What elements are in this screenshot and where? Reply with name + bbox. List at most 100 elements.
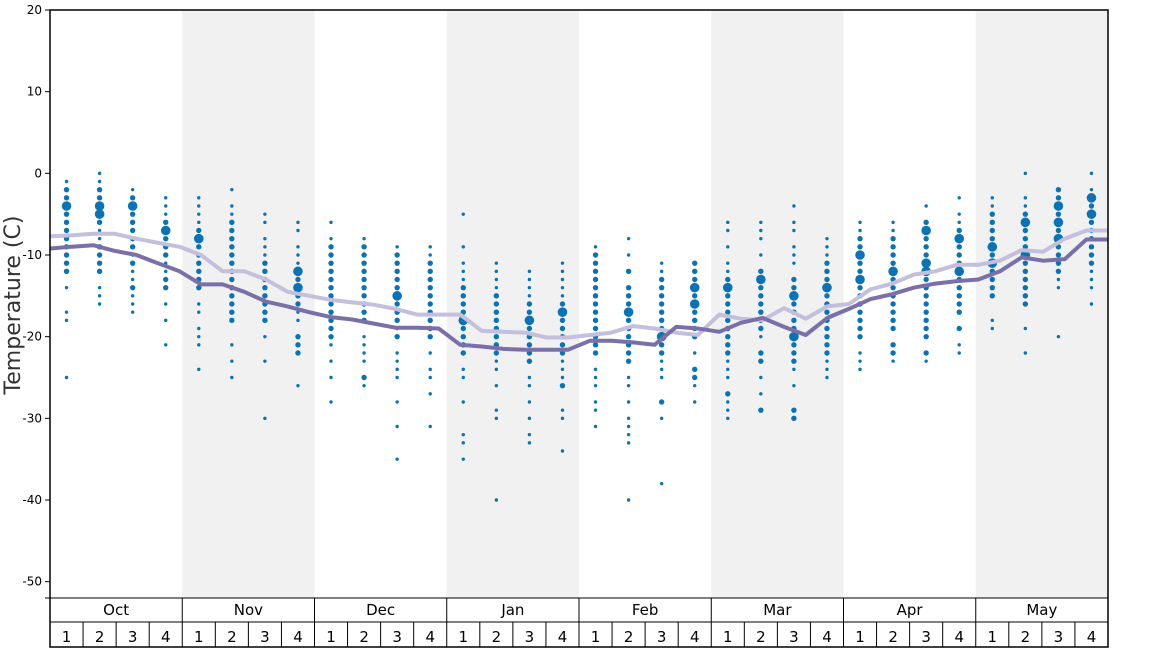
data-point xyxy=(791,276,797,283)
data-point xyxy=(923,219,929,226)
data-point xyxy=(427,276,433,283)
data-point xyxy=(625,268,632,275)
week-label: 3 xyxy=(657,628,667,646)
week-label: 2 xyxy=(1021,628,1031,646)
data-point xyxy=(891,359,895,363)
data-point xyxy=(888,266,898,277)
data-point xyxy=(725,342,731,348)
data-point xyxy=(94,201,105,211)
data-point xyxy=(626,375,631,380)
y-tick-label: -10 xyxy=(22,248,42,262)
week-label: 1 xyxy=(855,628,865,646)
data-point xyxy=(1086,209,1097,219)
data-point xyxy=(63,219,70,226)
data-point xyxy=(493,350,500,356)
data-point xyxy=(394,268,400,275)
data-point xyxy=(97,294,102,298)
data-point xyxy=(593,408,598,412)
week-label: 4 xyxy=(1087,628,1097,646)
data-point xyxy=(263,212,267,216)
data-point xyxy=(428,375,432,380)
data-point xyxy=(626,498,631,502)
data-point xyxy=(428,351,432,355)
data-point xyxy=(923,317,929,324)
data-point xyxy=(229,276,235,283)
data-point xyxy=(954,266,965,277)
data-point xyxy=(1053,217,1064,228)
data-point xyxy=(361,284,367,291)
data-point xyxy=(197,204,201,208)
data-point xyxy=(130,277,135,282)
data-point xyxy=(494,269,499,274)
month-label: Feb xyxy=(632,601,659,619)
week-label: 3 xyxy=(789,628,799,646)
data-point xyxy=(164,269,168,274)
week-label: 4 xyxy=(558,628,568,646)
data-point xyxy=(758,309,764,315)
data-point xyxy=(987,242,998,252)
data-point xyxy=(957,212,961,216)
observation-points xyxy=(61,171,1097,502)
month-label: Jan xyxy=(500,601,524,619)
data-point xyxy=(625,293,632,299)
data-point xyxy=(625,284,632,291)
data-point xyxy=(891,228,895,233)
data-point xyxy=(923,235,929,242)
month-bands xyxy=(182,10,1108,598)
plot-frame xyxy=(49,9,1109,648)
data-point xyxy=(989,235,995,242)
data-point xyxy=(592,301,599,307)
data-point xyxy=(394,301,400,307)
data-point xyxy=(361,276,367,283)
data-point xyxy=(1055,186,1062,193)
data-point xyxy=(957,351,961,355)
data-point xyxy=(560,359,565,363)
data-point xyxy=(295,350,301,356)
data-point xyxy=(392,291,402,301)
data-point xyxy=(61,201,72,211)
data-point xyxy=(1023,171,1028,176)
y-tick-label: 0 xyxy=(34,166,42,180)
data-point xyxy=(559,342,566,348)
data-point xyxy=(593,367,598,372)
data-point xyxy=(956,325,962,332)
data-point xyxy=(427,301,433,307)
data-point xyxy=(722,282,733,293)
data-point xyxy=(427,260,433,266)
data-point xyxy=(64,310,69,314)
data-point xyxy=(395,351,399,355)
data-point xyxy=(329,359,333,363)
data-point xyxy=(296,228,300,233)
data-point xyxy=(593,383,598,388)
data-point xyxy=(493,333,500,340)
data-point xyxy=(129,260,136,266)
data-point xyxy=(822,282,832,293)
data-point xyxy=(263,236,267,241)
data-point xyxy=(923,333,929,340)
data-point xyxy=(924,204,928,208)
data-point xyxy=(1022,227,1029,234)
data-point xyxy=(164,212,168,216)
data-point xyxy=(923,293,929,299)
data-point xyxy=(1020,217,1031,228)
data-point xyxy=(362,236,366,241)
data-point xyxy=(64,375,69,380)
data-point xyxy=(395,400,399,404)
data-point xyxy=(527,432,532,437)
data-point xyxy=(726,359,730,363)
data-point xyxy=(855,274,865,285)
data-point xyxy=(394,333,400,340)
data-point xyxy=(658,399,665,405)
data-point xyxy=(427,333,433,340)
week-label: 2 xyxy=(492,628,502,646)
data-point xyxy=(693,351,697,355)
data-point xyxy=(230,212,234,216)
data-point xyxy=(990,196,994,200)
data-point xyxy=(1022,244,1029,250)
data-point xyxy=(890,309,896,315)
data-point xyxy=(758,301,764,307)
data-point xyxy=(428,392,432,396)
data-point xyxy=(560,269,565,274)
y-tick-label: -30 xyxy=(22,411,42,425)
data-point xyxy=(791,317,797,324)
